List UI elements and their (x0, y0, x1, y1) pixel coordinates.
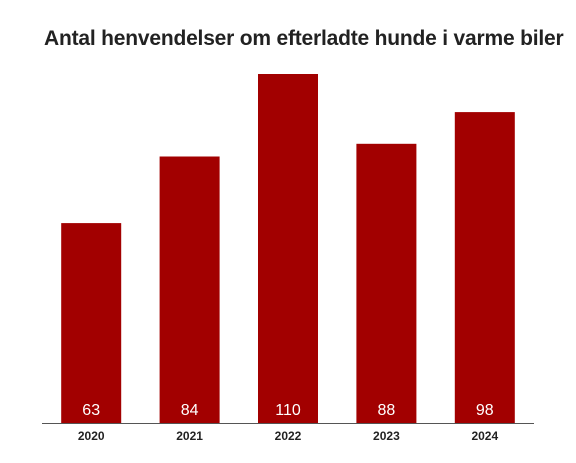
data-label-2020: 63 (82, 402, 100, 419)
bars-group (61, 74, 515, 424)
bar-2024 (454, 112, 515, 423)
x-tick-label-2020: 2020 (78, 429, 105, 443)
data-labels-group: 63 84 110 88 98 (82, 402, 493, 419)
bar-2022 (258, 74, 318, 423)
data-label-2022: 110 (275, 402, 301, 419)
x-tick-labels-group: 2020 2021 2022 2023 2024 (78, 429, 499, 443)
bar-2020 (61, 223, 122, 423)
x-tick-label-2021: 2021 (176, 429, 203, 443)
bar-2023 (356, 143, 417, 424)
x-tick-label-2023: 2023 (373, 429, 400, 443)
data-label-2021: 84 (181, 402, 199, 419)
x-tick-label-2022: 2022 (275, 429, 302, 443)
data-label-2023: 88 (378, 402, 396, 419)
chart-title: Antal henvendelser om efterladte hunde i… (44, 27, 564, 50)
data-label-2024: 98 (476, 402, 494, 419)
bar-2021 (159, 156, 220, 423)
x-tick-label-2024: 2024 (471, 429, 498, 443)
